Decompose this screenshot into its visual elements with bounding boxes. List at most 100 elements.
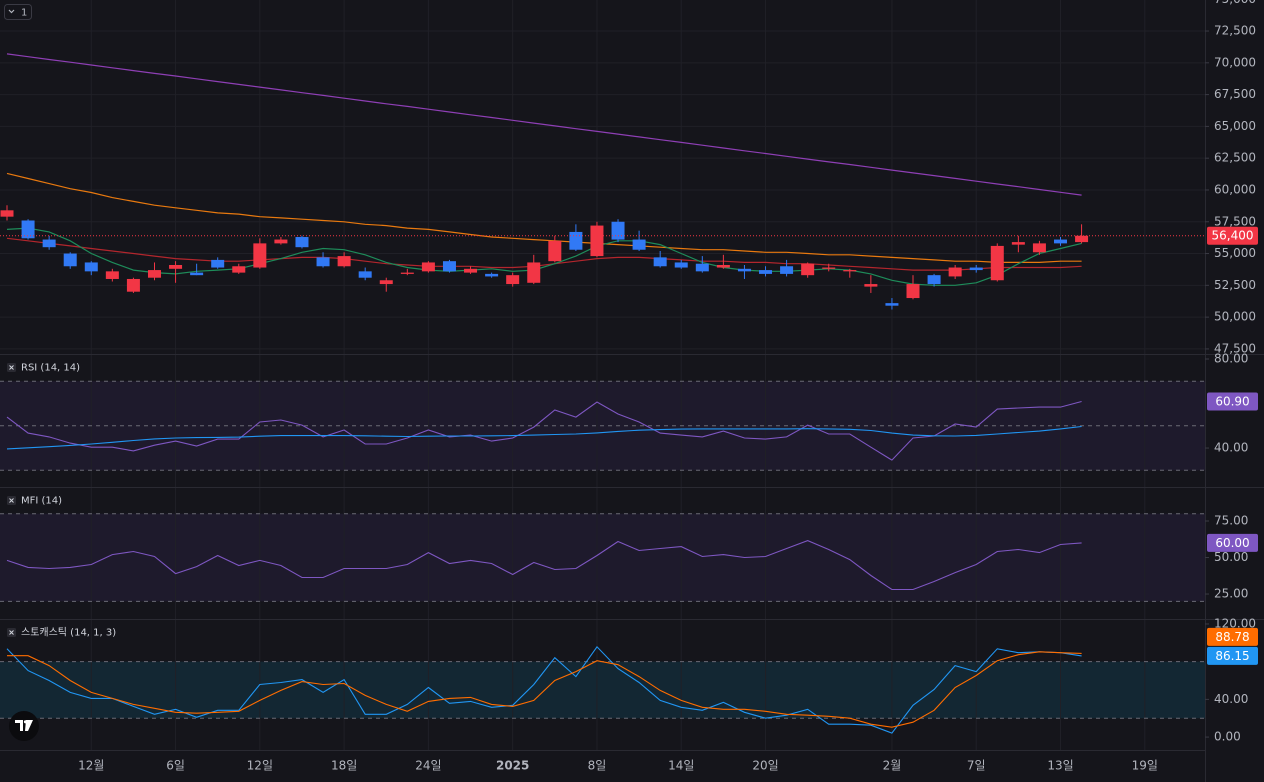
y-tick-label: 40.00 bbox=[1214, 692, 1248, 706]
candle-body bbox=[232, 266, 246, 273]
candle-body bbox=[1011, 242, 1025, 245]
y-tick-label: 70,000 bbox=[1214, 55, 1256, 69]
y-tick-label: 75.00 bbox=[1214, 514, 1248, 528]
candle-body bbox=[400, 272, 414, 274]
candle-body bbox=[147, 270, 161, 278]
candle-body bbox=[421, 262, 435, 272]
y-tick-label: 75,000 bbox=[1214, 0, 1256, 6]
moving-average bbox=[6, 53, 1082, 196]
candle-body bbox=[274, 239, 288, 244]
candle-body bbox=[211, 259, 225, 268]
y-tick-label: 0.00 bbox=[1214, 730, 1241, 744]
candle-body bbox=[674, 262, 688, 268]
candle-body bbox=[358, 271, 372, 278]
value-tag bbox=[1207, 533, 1258, 552]
y-tick-label: 25.00 bbox=[1214, 587, 1248, 601]
y-tick-label: 50.00 bbox=[1214, 550, 1248, 564]
x-tick-label: 12월 bbox=[78, 759, 104, 773]
candle-body bbox=[590, 225, 604, 257]
grid-layer bbox=[0, 0, 1205, 750]
candle-body bbox=[1075, 235, 1089, 243]
candle-body bbox=[611, 221, 625, 240]
candle-body bbox=[948, 267, 962, 277]
moving-average bbox=[6, 227, 1082, 286]
indicator-line bbox=[6, 425, 1082, 450]
candle-body bbox=[379, 280, 393, 285]
candle-body bbox=[632, 239, 646, 250]
x-tick-label: 7일 bbox=[967, 759, 986, 773]
pane-toggle-box[interactable] bbox=[4, 4, 32, 20]
candle-body bbox=[464, 268, 478, 273]
y-tick-label: 47,500 bbox=[1214, 341, 1256, 355]
x-tick-label: 13일 bbox=[1047, 759, 1073, 773]
y-tick-label: 72,500 bbox=[1214, 24, 1256, 38]
candle-body bbox=[695, 263, 709, 272]
moving-average bbox=[6, 172, 1082, 263]
candle-body bbox=[927, 275, 941, 285]
x-tick-label: 2월 bbox=[883, 759, 902, 773]
value-tag-label: 60.00 bbox=[1215, 536, 1249, 550]
value-tag bbox=[1207, 646, 1258, 665]
candle-body bbox=[126, 278, 140, 292]
candle-body bbox=[569, 231, 583, 250]
candle-body bbox=[801, 263, 815, 276]
x-tick-label: 2025 bbox=[496, 759, 529, 773]
y-tick-label: 57,500 bbox=[1214, 214, 1256, 228]
band-fill bbox=[0, 661, 1205, 719]
candle-body bbox=[0, 210, 14, 217]
x-tick-label: 24일 bbox=[415, 759, 441, 773]
x-tick-label: 19일 bbox=[1132, 759, 1158, 773]
chevron-icon bbox=[8, 9, 15, 14]
y-tick-label: 120.00 bbox=[1214, 616, 1256, 630]
x-tick-label: 12일 bbox=[247, 759, 273, 773]
pane-title: MFI (14) bbox=[21, 496, 62, 507]
candle-body bbox=[485, 273, 499, 277]
candle-body bbox=[990, 245, 1004, 281]
close-glyph bbox=[9, 498, 14, 503]
x-tick-label: 20일 bbox=[752, 759, 778, 773]
candle-body bbox=[843, 270, 857, 272]
candle-body bbox=[295, 237, 309, 248]
candle-body bbox=[63, 253, 77, 267]
candle-body bbox=[105, 271, 119, 279]
y-tick-label: 50,000 bbox=[1214, 310, 1256, 324]
y-tick-label: 52,500 bbox=[1214, 278, 1256, 292]
candle-body bbox=[780, 266, 794, 274]
x-tick-label: 18일 bbox=[331, 759, 357, 773]
value-tag-label: 60.90 bbox=[1215, 395, 1249, 409]
candle-body bbox=[21, 220, 35, 239]
y-tick-label: 40.00 bbox=[1214, 441, 1248, 455]
candle-body bbox=[822, 267, 836, 269]
x-tick-label: 6일 bbox=[166, 759, 185, 773]
indicator-line bbox=[6, 400, 1082, 461]
candle-body bbox=[737, 268, 751, 272]
value-tag bbox=[1207, 392, 1258, 411]
candle-body bbox=[759, 270, 773, 274]
close-glyph bbox=[9, 365, 14, 370]
moving-average bbox=[6, 237, 1082, 271]
indicator-line bbox=[7, 651, 1082, 728]
candle-body bbox=[906, 284, 920, 299]
candle-body bbox=[253, 243, 267, 268]
band-fill bbox=[0, 513, 1205, 602]
indicator-line bbox=[6, 540, 1082, 591]
y-tick-label: 67,500 bbox=[1214, 87, 1256, 101]
y-tick-label: 60,000 bbox=[1214, 182, 1256, 196]
candle-body bbox=[190, 272, 204, 276]
candle-body bbox=[506, 275, 520, 285]
value-tag bbox=[1207, 627, 1258, 646]
value-tag-label: 56,400 bbox=[1212, 229, 1254, 243]
logo-circle bbox=[9, 711, 39, 741]
pane-toggle[interactable]: 1 bbox=[4, 4, 32, 20]
pane-title: RSI (14, 14) bbox=[21, 363, 80, 374]
logo-dot bbox=[23, 720, 28, 724]
x-tick-label: 8일 bbox=[588, 759, 607, 773]
y-tick-label: 62,500 bbox=[1214, 151, 1256, 165]
logo-mark bbox=[15, 720, 33, 731]
candle-body bbox=[1032, 243, 1046, 253]
candle-body bbox=[885, 303, 899, 306]
value-tag-label: 88.78 bbox=[1215, 630, 1249, 644]
